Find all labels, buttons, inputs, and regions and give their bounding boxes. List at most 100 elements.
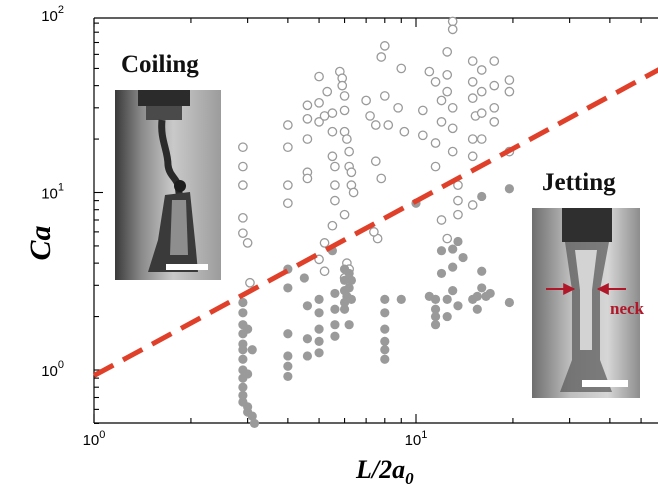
- open-data-point: [283, 120, 293, 130]
- boundary-dashed-line: [92, 67, 658, 378]
- filled-data-point: [247, 345, 257, 355]
- filled-data-point: [396, 294, 406, 304]
- open-data-point: [442, 233, 453, 244]
- y-tick-label-exponent: 1: [58, 182, 64, 194]
- filled-data-point: [238, 390, 248, 400]
- filled-data-point: [472, 291, 482, 301]
- filled-data-point: [283, 351, 293, 361]
- x-axis-label-main: L/2a: [355, 455, 405, 484]
- open-data-point: [322, 86, 333, 97]
- open-data-point: [339, 105, 350, 116]
- filled-data-point: [344, 283, 354, 293]
- filled-data-point: [442, 294, 452, 304]
- filled-data-point: [504, 184, 514, 194]
- filled-data-point: [330, 320, 340, 330]
- ticks: [93, 18, 642, 424]
- x-tick-label-exponent: 1: [421, 429, 427, 441]
- open-data-point: [342, 134, 352, 144]
- filled-data-point: [380, 308, 390, 318]
- coiling-nozzle-tip: [146, 106, 182, 120]
- filled-data-point: [448, 244, 458, 254]
- open-data-point: [430, 77, 441, 87]
- open-data-point: [430, 138, 441, 148]
- x-tick-label-exponent: 0: [99, 429, 105, 441]
- coiling-coil: [174, 180, 186, 192]
- filled-data-point: [380, 324, 390, 334]
- open-data-point: [344, 146, 355, 157]
- y-tick-label: 101: [41, 182, 64, 203]
- open-data-point: [319, 111, 330, 121]
- jetting-scale-bar: [582, 380, 628, 387]
- filled-data-point: [243, 324, 253, 334]
- open-data-point: [314, 71, 324, 82]
- open-data-point: [327, 108, 338, 118]
- filled-data-point: [346, 294, 356, 304]
- filled-data-point: [238, 382, 248, 392]
- filled-data-point: [238, 308, 248, 318]
- filled-data-point: [314, 336, 324, 346]
- open-data-point: [489, 56, 500, 66]
- open-data-point: [504, 75, 515, 85]
- filled-data-point: [330, 331, 340, 341]
- y-tick-label-exponent: 2: [58, 4, 64, 16]
- open-data-point: [319, 238, 330, 248]
- filled-data-point: [477, 283, 487, 293]
- coiling-pile-highlight: [170, 200, 188, 255]
- jetting-inset: Jetting neck: [532, 169, 645, 398]
- filled-data-point: [247, 411, 257, 421]
- filled-data-point: [380, 354, 390, 364]
- open-data-point: [436, 95, 447, 106]
- filled-data-point: [339, 275, 350, 285]
- filled-data-point: [283, 361, 293, 371]
- open-data-point: [447, 146, 458, 157]
- filled-data-point: [314, 308, 324, 318]
- open-data-point: [369, 227, 379, 237]
- x-tick-label-base: 10: [83, 432, 100, 449]
- filled-data-point: [344, 268, 354, 279]
- open-data-point: [339, 209, 350, 220]
- open-data-point: [467, 151, 478, 162]
- open-data-point: [424, 66, 435, 77]
- filled-data-point: [314, 348, 324, 358]
- open-data-point: [467, 200, 478, 210]
- filled-data-point: [302, 334, 313, 344]
- open-data-point: [361, 95, 371, 106]
- open-data-point: [245, 277, 255, 288]
- open-data-point: [376, 173, 387, 184]
- open-data-point: [242, 238, 253, 248]
- open-data-point: [346, 167, 357, 178]
- filled-data-point: [430, 294, 441, 304]
- open-data-point: [379, 41, 390, 51]
- open-data-point: [453, 195, 463, 206]
- jetting-inset-title: Jetting: [542, 169, 616, 196]
- filled-data-point: [380, 345, 390, 355]
- open-data-point: [330, 161, 340, 172]
- open-data-point: [365, 111, 375, 121]
- filled-data-point: [436, 268, 447, 279]
- filled-data-point: [302, 301, 313, 311]
- coiling-nozzle: [138, 90, 190, 106]
- filled-data-point: [339, 304, 350, 314]
- open-data-point: [283, 198, 293, 209]
- open-data-point: [379, 91, 390, 101]
- open-data-point: [348, 187, 359, 198]
- filled-data-point: [243, 369, 253, 379]
- open-data-point: [467, 134, 478, 144]
- y-tick-label-exponent: 0: [58, 359, 64, 371]
- open-data-point: [442, 86, 453, 97]
- open-data-point: [302, 134, 313, 144]
- filled-data-point: [330, 304, 340, 314]
- y-tick-label-base: 10: [41, 8, 58, 25]
- filled-data-point: [314, 324, 324, 334]
- open-data-point: [447, 102, 458, 113]
- open-circle-series: [238, 16, 515, 288]
- open-data-point: [489, 117, 500, 127]
- open-data-point: [376, 52, 387, 62]
- open-data-point: [238, 212, 248, 223]
- open-data-point: [476, 108, 487, 118]
- filled-data-point: [477, 191, 487, 202]
- filled-data-point: [472, 304, 482, 314]
- open-data-point: [283, 142, 293, 153]
- open-data-point: [447, 24, 458, 35]
